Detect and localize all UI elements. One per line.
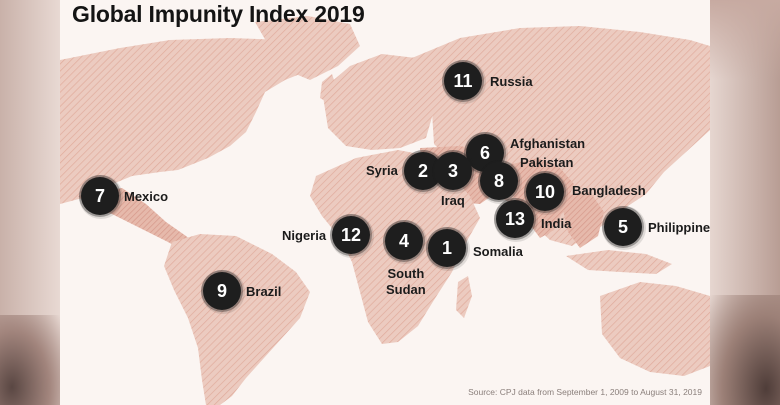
country-label-south-sudan: South Sudan bbox=[386, 266, 426, 298]
rank-badge-nigeria: 12 bbox=[332, 216, 370, 254]
europe-landmass bbox=[322, 54, 434, 150]
country-label-syria: Syria bbox=[366, 163, 398, 178]
rank-badge-mexico: 7 bbox=[81, 177, 119, 215]
asia-landmass bbox=[412, 26, 710, 246]
australia-landmass bbox=[600, 282, 710, 376]
country-label-afghanistan: Afghanistan bbox=[510, 136, 586, 151]
greenland-landmass bbox=[255, 16, 360, 80]
country-label-india: India bbox=[541, 216, 572, 231]
country-label-iraq: Iraq bbox=[441, 193, 465, 208]
japan-islands bbox=[638, 112, 660, 156]
country-label-bangladesh: Bangladesh bbox=[572, 183, 646, 198]
madagascar-landmass bbox=[456, 276, 472, 318]
rank-badge-india: 13 bbox=[496, 200, 534, 238]
southeast-asia-region bbox=[560, 192, 604, 248]
rank-badge-bangladesh: 10 bbox=[526, 173, 564, 211]
source-note: Source: CPJ data from September 1, 2009 … bbox=[468, 387, 702, 397]
country-label-mexico: Mexico bbox=[124, 189, 169, 204]
dark-bottom-left-corner bbox=[0, 315, 60, 405]
country-label-brazil: Brazil bbox=[246, 284, 282, 299]
infographic-title: Global Impunity Index 2019 bbox=[72, 1, 365, 27]
indonesia-islands bbox=[566, 250, 672, 274]
south-america-landmass bbox=[164, 234, 310, 405]
country-label-russia: Russia bbox=[490, 74, 533, 89]
blurred-top-right-corner bbox=[710, 0, 780, 80]
north-america-landmass bbox=[60, 38, 315, 204]
rank-badge-somalia: 1 bbox=[428, 229, 466, 267]
country-label-south-sudan-line2: Sudan bbox=[386, 282, 426, 297]
country-label-philippines: Philippines bbox=[648, 220, 710, 235]
rank-badge-south-sudan: 4 bbox=[385, 222, 423, 260]
rank-badge-iraq: 3 bbox=[434, 152, 472, 190]
country-label-south-sudan-line1: South bbox=[387, 266, 425, 281]
infographic-panel: Global Impunity Index 2019 11 Russia 6 A… bbox=[60, 0, 710, 405]
rank-badge-brazil: 9 bbox=[203, 272, 241, 310]
country-label-nigeria: Nigeria bbox=[282, 228, 327, 243]
british-isles bbox=[320, 74, 338, 104]
rank-badge-pakistan: 8 bbox=[480, 162, 518, 200]
rank-badge-russia: 11 bbox=[444, 62, 482, 100]
country-label-somalia: Somalia bbox=[473, 244, 523, 259]
dark-bottom-right-corner bbox=[710, 295, 780, 405]
country-label-pakistan: Pakistan bbox=[520, 155, 574, 170]
rank-badge-philippines: 5 bbox=[604, 208, 642, 246]
